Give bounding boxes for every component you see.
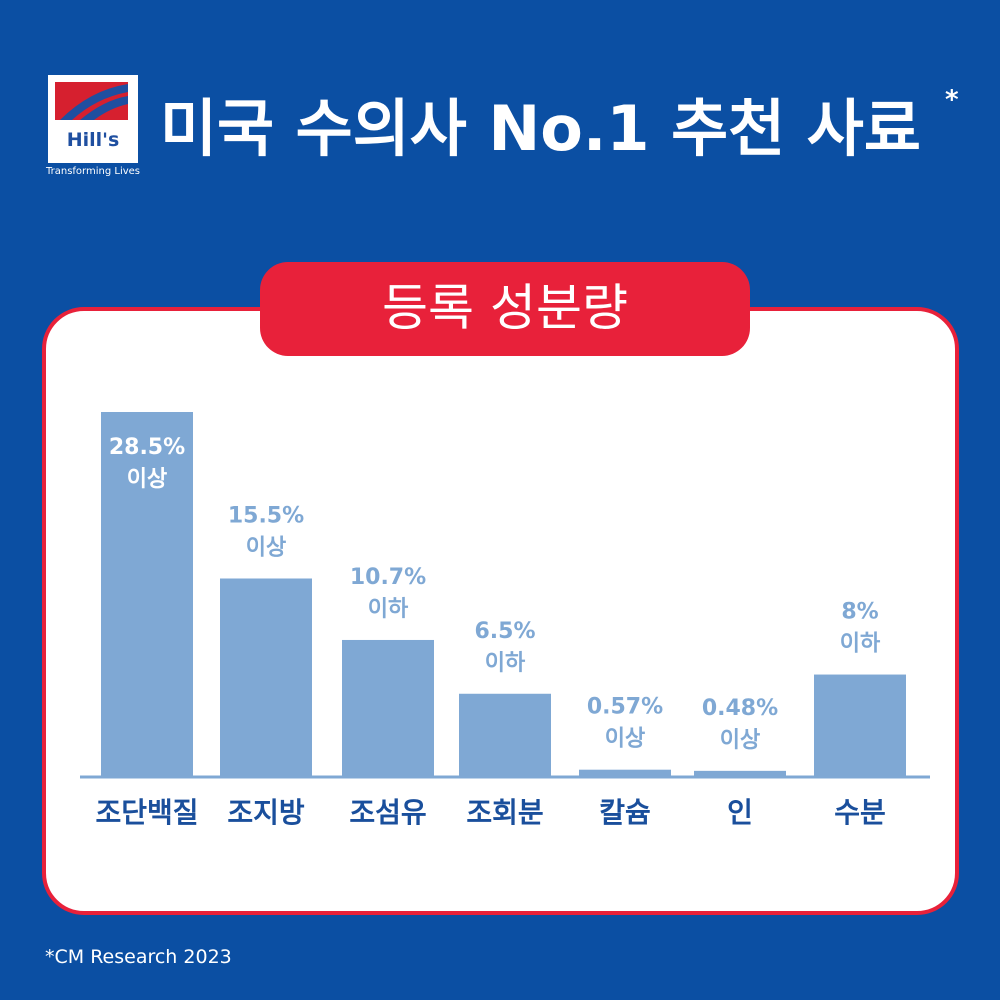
logo-tagline: Transforming Lives <box>45 166 140 177</box>
value-qualifier: 이상 <box>127 467 167 492</box>
value-label: 15.5% <box>228 503 304 528</box>
value-qualifier: 이상 <box>246 535 286 560</box>
value-label: 0.57% <box>587 695 663 720</box>
bar <box>459 693 551 777</box>
value-label: 0.48% <box>702 696 778 721</box>
value-qualifier: 이하 <box>485 651 526 676</box>
x-tick-label: 조지방 <box>227 796 305 829</box>
bar <box>814 674 906 777</box>
bar <box>694 770 786 777</box>
x-tick-label: 칼슘 <box>599 796 651 829</box>
value-label: 6.5% <box>474 619 535 644</box>
bar <box>342 639 434 777</box>
x-tick-label: 조회분 <box>466 796 543 829</box>
value-label: 28.5% <box>109 435 185 460</box>
x-tick-label: 조단백질 <box>95 796 198 829</box>
value-label: 10.7% <box>350 565 426 590</box>
bar <box>579 769 671 777</box>
bar <box>220 578 312 777</box>
logo-stripes <box>60 84 128 120</box>
x-tick-label: 인 <box>727 796 753 829</box>
value-label: 8% <box>841 600 878 625</box>
x-tick-label: 수분 <box>834 796 886 829</box>
title-mark: * <box>945 85 959 115</box>
value-qualifier: 이상 <box>720 728 760 753</box>
logo: Hill's Transforming Lives <box>45 75 140 177</box>
value-qualifier: 이하 <box>840 632 881 657</box>
subtitle-pill <box>260 262 750 356</box>
logo-text: Hill's <box>67 129 120 151</box>
page-title: 미국 수의사 No.1 추천 사료 <box>160 92 921 165</box>
x-tick-label: 조섬유 <box>349 796 426 829</box>
footnote: *CM Research 2023 <box>45 946 232 968</box>
value-qualifier: 이하 <box>368 597 409 622</box>
bar <box>101 412 193 777</box>
value-qualifier: 이상 <box>605 727 645 752</box>
chart-title: 등록 성분량 <box>382 279 628 337</box>
